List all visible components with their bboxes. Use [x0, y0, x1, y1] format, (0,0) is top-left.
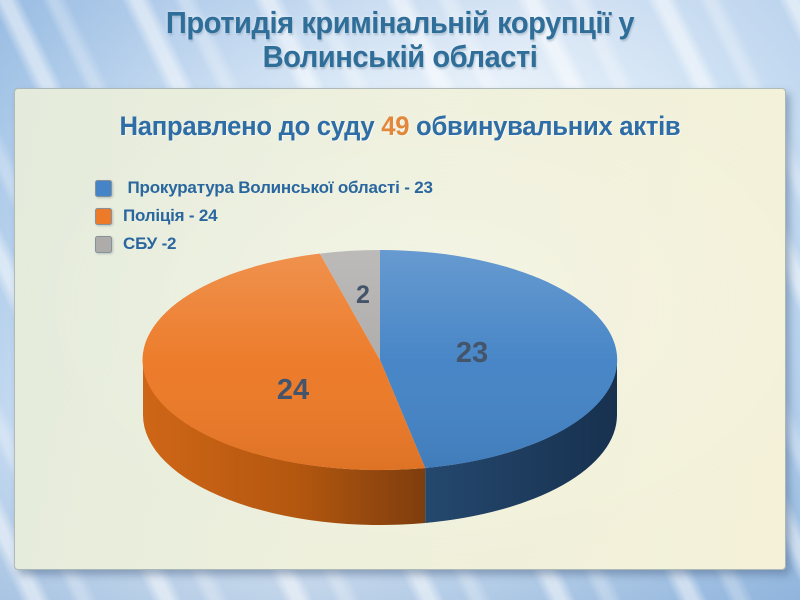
- legend-swatch-orange-icon: [95, 207, 112, 225]
- slide-title: Протидія кримінальній корупції у Волинсь…: [24, 6, 776, 74]
- pie-side-prosecutor: [425, 360, 617, 523]
- legend-swatch-blue-icon: [95, 179, 112, 197]
- legend-item-police: Поліція - 24: [95, 206, 433, 225]
- chart-title-number: 49: [381, 111, 410, 141]
- chart-legend: Прокуратура Волинської області - 23 Полі…: [95, 178, 433, 263]
- chart-title-prefix: Направлено до суду: [119, 111, 382, 141]
- slide-title-line2: Волинській області: [262, 39, 538, 74]
- pie-label-prosecutor: 23: [456, 337, 488, 369]
- legend-item-sbu: СБУ -2: [95, 234, 433, 253]
- pie-label-sbu: 2: [356, 281, 370, 309]
- legend-label-sbu: СБУ -2: [123, 234, 177, 253]
- chart-title-suffix: обвинувальних актів: [409, 111, 681, 141]
- chart-title: Направлено до суду 49 обвинувальних акті…: [34, 111, 766, 142]
- slide-title-line1: Протидія кримінальній корупції у: [165, 5, 635, 40]
- pie-side-police: [142, 360, 426, 526]
- legend-label-police: Поліція - 24: [123, 206, 218, 225]
- legend-item-prosecutor: Прокуратура Волинської області - 23: [95, 178, 433, 197]
- pie-top-sheen: [143, 250, 617, 470]
- legend-label-prosecutor: Прокуратура Волинської області - 23: [123, 178, 433, 197]
- legend-swatch-gray-icon: [95, 235, 112, 253]
- pie-label-police: 24: [277, 374, 309, 406]
